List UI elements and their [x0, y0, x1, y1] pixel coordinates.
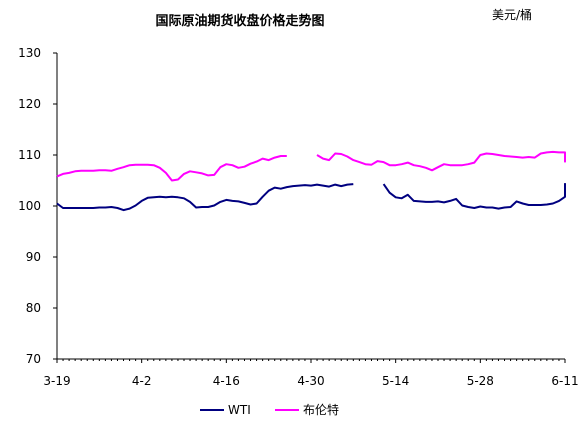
x-tick-label: 4-30 [297, 374, 324, 388]
y-tick-label: 80 [26, 301, 41, 315]
x-tick-label: 3-19 [43, 374, 70, 388]
legend: WTI 布伦特 [200, 402, 339, 417]
unit-label: 美元/桶 [492, 7, 532, 22]
x-tick-label: 5-28 [467, 374, 494, 388]
series-line [56, 183, 354, 212]
series-line [316, 150, 566, 172]
legend-label: WTI [228, 403, 251, 417]
y-tick-label: 90 [26, 250, 41, 264]
chart-title: 国际原油期货收盘价格走势图 [155, 13, 324, 29]
series-layer [56, 150, 566, 212]
x-tick-label: 4-16 [213, 374, 240, 388]
y-tick-label: 120 [18, 97, 41, 111]
x-tick-label: 6-11 [551, 374, 578, 388]
series-line [382, 183, 566, 210]
y-tick-label: 110 [18, 148, 41, 162]
series-brent [56, 150, 566, 182]
x-tick-label: 5-14 [382, 374, 409, 388]
series-wti [56, 182, 566, 212]
y-tick-label: 130 [18, 46, 41, 60]
axes: 70 80 90 100 110 120 130 3-19 4-2 4-16 4-30 5-14 5-2… [18, 46, 579, 388]
legend-label: 布伦特 [303, 402, 339, 417]
x-tick-label: 4-2 [132, 374, 152, 388]
series-line [56, 155, 287, 182]
y-tick-label: 70 [26, 352, 41, 366]
y-tick-label: 100 [18, 199, 41, 213]
